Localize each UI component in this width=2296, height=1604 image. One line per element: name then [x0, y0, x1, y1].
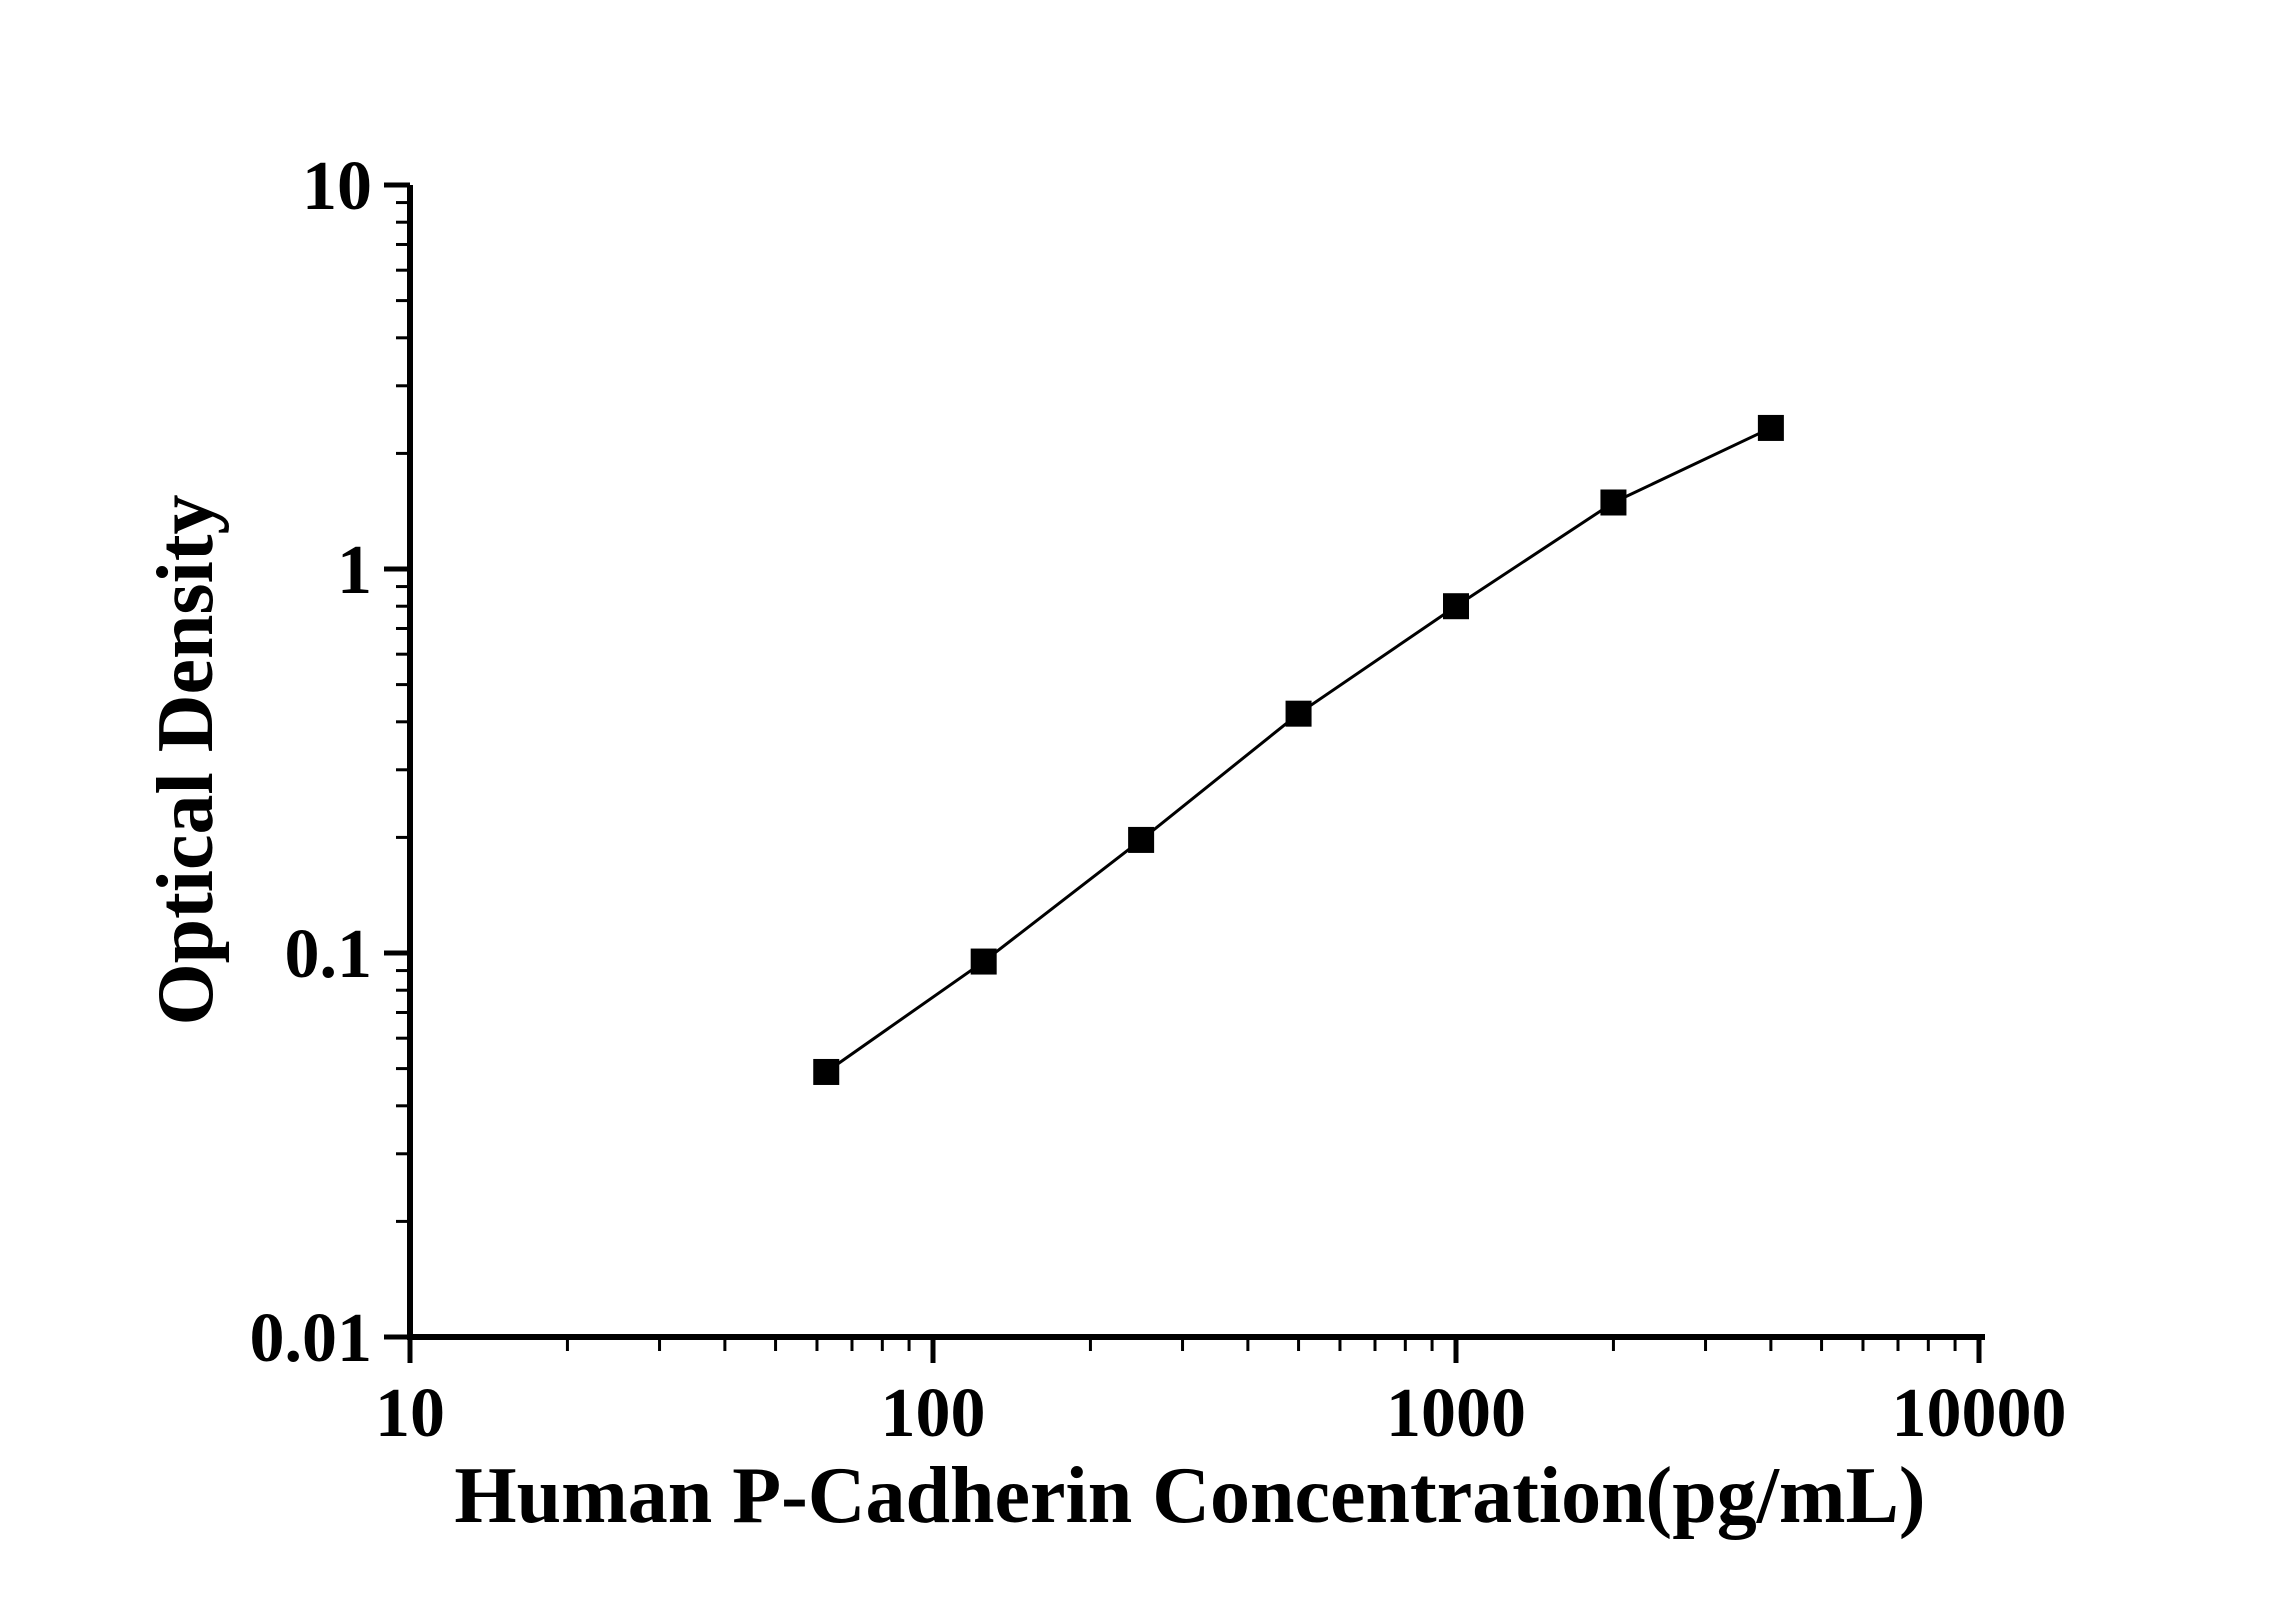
- data-point-marker-250: [1128, 826, 1155, 853]
- y-axis-tick-labels: 0.01 0.1 1 10: [250, 148, 373, 1377]
- x-tick-label-10000: 10000: [1892, 1375, 2067, 1452]
- y-tick-label-10: 10: [302, 148, 372, 225]
- data-point-marker-62.5: [813, 1058, 840, 1085]
- x-axis-tick-labels: 10 100 1000 10000: [375, 1375, 2067, 1452]
- data-point-marker-500: [1285, 700, 1312, 727]
- data-series: [813, 414, 1784, 1085]
- x-tick-label-1000: 1000: [1386, 1375, 1526, 1452]
- x-axis-title: Human P-Cadherin Concentration(pg/mL): [454, 1452, 1925, 1540]
- y-axis-title: Optical Density: [142, 494, 230, 1025]
- x-axis-major-ticks: [407, 1337, 1982, 1363]
- data-point-marker-125: [970, 948, 997, 975]
- y-axis-minor-ticks: [396, 201, 410, 1223]
- data-point-marker-1000: [1443, 593, 1469, 620]
- data-point-marker-4000: [1757, 414, 1784, 441]
- series-line: [825, 426, 1772, 1074]
- x-axis-minor-ticks: [565, 1337, 1957, 1351]
- y-tick-label-0.1: 0.1: [285, 916, 373, 993]
- y-tick-label-0.01: 0.01: [250, 1300, 373, 1377]
- x-tick-label-100: 100: [881, 1375, 986, 1452]
- data-point-marker-2000: [1600, 489, 1627, 516]
- y-axis-major-ticks: [384, 182, 410, 1340]
- y-tick-label-1: 1: [337, 532, 372, 609]
- x-tick-label-10: 10: [375, 1375, 445, 1452]
